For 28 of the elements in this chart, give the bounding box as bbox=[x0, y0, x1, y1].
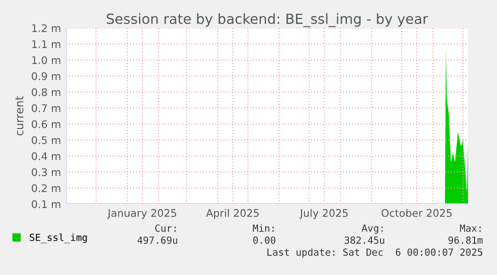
text: Cur: bbox=[155, 224, 176, 232]
chart-title: Session rate by backend: BE_ssl_img - by year bbox=[106, 13, 428, 28]
y-tick-label: 0.6 m bbox=[32, 120, 60, 128]
text: Max: bbox=[460, 224, 481, 232]
y-tick-label: 0.2 m bbox=[32, 184, 60, 192]
y-tick-label: 1.2 m bbox=[32, 24, 60, 32]
y-tick-label: 0.3 m bbox=[32, 168, 60, 176]
y-tick-label: 0.8 m bbox=[32, 88, 60, 96]
y-tick-label: 1.1 m bbox=[32, 40, 60, 48]
legend-label: SE_ssl_img bbox=[30, 233, 87, 244]
y-tick-label: 0.7 m bbox=[32, 104, 60, 112]
text: Avg: bbox=[362, 224, 383, 234]
y-axis-title: current bbox=[15, 96, 24, 136]
y-tick-label: 0.4 m bbox=[32, 152, 60, 160]
text: Last update: Sat Dec 6 00:00:07 2025 bbox=[267, 248, 482, 258]
y-tick-label: 0.1 m bbox=[32, 200, 60, 208]
x-tick-label: April 2025 bbox=[206, 208, 259, 219]
x-tick-label: July 2025 bbox=[299, 208, 348, 219]
text: 382.45u bbox=[344, 236, 384, 244]
x-tick-label: October 2025 bbox=[382, 208, 452, 217]
text: 497.69u bbox=[138, 236, 178, 244]
x-tick-label: January 2025 bbox=[107, 209, 176, 219]
text: 96.81m bbox=[448, 236, 483, 244]
text: Min: bbox=[252, 224, 274, 232]
y-tick-label: 1.0 m bbox=[32, 56, 60, 64]
y-tick-label: 0.9 m bbox=[32, 72, 60, 80]
text: 0.00 bbox=[253, 236, 276, 244]
y-tick-label: 0.5 m bbox=[32, 136, 60, 144]
